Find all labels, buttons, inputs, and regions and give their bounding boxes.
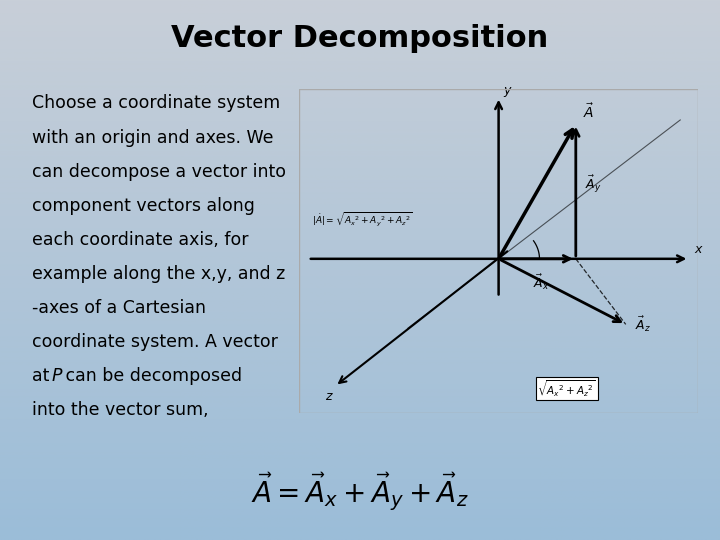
Text: $\vec{A}_y$: $\vec{A}_y$ — [585, 174, 601, 195]
Text: y: y — [503, 84, 510, 97]
Text: $|\dot{A}|=\sqrt{A_x{}^2+A_y{}^2+A_z{}^2}$: $|\dot{A}|=\sqrt{A_x{}^2+A_y{}^2+A_z{}^2… — [312, 211, 413, 230]
Text: example along the x,y, and z: example along the x,y, and z — [32, 265, 286, 282]
Text: at: at — [32, 367, 55, 384]
Text: P: P — [51, 367, 62, 384]
Text: coordinate system. A vector: coordinate system. A vector — [32, 333, 278, 350]
Text: component vectors along: component vectors along — [32, 197, 256, 214]
Text: $\sqrt{A_x{}^2+A_z{}^2}$: $\sqrt{A_x{}^2+A_z{}^2}$ — [537, 379, 596, 399]
Text: -axes of a Cartesian: -axes of a Cartesian — [32, 299, 207, 316]
Text: each coordinate axis, for: each coordinate axis, for — [32, 231, 249, 248]
Text: z: z — [325, 390, 331, 403]
Text: Vector Decomposition: Vector Decomposition — [171, 24, 549, 53]
Text: x: x — [694, 242, 701, 256]
Text: with an origin and axes. We: with an origin and axes. We — [32, 129, 274, 146]
Text: Choose a coordinate system: Choose a coordinate system — [32, 94, 281, 112]
Text: $\vec{A} = \vec{A}_x + \vec{A}_y + \vec{A}_z$: $\vec{A} = \vec{A}_x + \vec{A}_y + \vec{… — [251, 470, 469, 513]
Text: $\vec{A}_z$: $\vec{A}_z$ — [635, 315, 651, 334]
Text: $\vec{A}$: $\vec{A}$ — [583, 102, 594, 121]
Text: can decompose a vector into: can decompose a vector into — [32, 163, 287, 180]
Text: can be decomposed: can be decomposed — [60, 367, 242, 384]
Text: into the vector sum,: into the vector sum, — [32, 401, 209, 418]
Text: $\vec{A}_x$: $\vec{A}_x$ — [533, 273, 549, 292]
